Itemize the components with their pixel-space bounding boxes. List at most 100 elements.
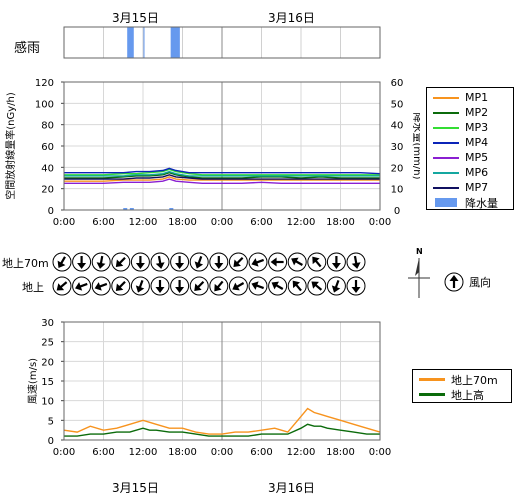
x-tick-label: 12:00 (287, 217, 316, 228)
arrow-head (175, 263, 185, 269)
arrow-head (77, 263, 87, 269)
x-tick-label: 12:00 (129, 217, 158, 228)
wind-arrow-icon (268, 252, 288, 272)
y-tick-label: 60 (41, 142, 54, 153)
wind-arrow (311, 281, 323, 291)
series-line-MP5 (64, 178, 380, 185)
wind-arrow (56, 281, 68, 291)
wind-arrow-icon (170, 252, 190, 272)
legend-label: MP7 (465, 181, 489, 194)
y-axis-label: 風速(m/s) (27, 358, 39, 404)
x-tick-label: 6:00 (250, 447, 272, 458)
wind-arrow (270, 257, 284, 267)
wind-arrow-icon (268, 276, 288, 296)
legend-item: MP2 (427, 105, 513, 120)
wind-arrow (135, 256, 145, 269)
y2-tick-label: 60 (391, 78, 404, 89)
wind-arrow (312, 256, 322, 268)
dose-legend: MP1 MP2 MP3 MP4 MP5 MP6 MP7 降水量 (426, 87, 514, 210)
arrow-head (291, 257, 299, 266)
arrow-head (232, 282, 240, 291)
arrow-head (351, 287, 361, 293)
arrow-head (331, 263, 341, 269)
wind-direction-rows (52, 252, 366, 296)
arrow-head (155, 287, 165, 293)
wind-arrow (155, 280, 165, 293)
arrow-head (194, 261, 204, 269)
y-tick-label: 100 (35, 99, 54, 110)
wind-arrow (351, 280, 361, 293)
wind-arrow-icon (346, 276, 366, 296)
date-label: 3月15日 (112, 481, 159, 495)
legend-line-swatch (433, 111, 459, 114)
panel-frame (63, 26, 381, 59)
legend-label: 降水量 (465, 196, 498, 210)
north-indicator: N (408, 247, 430, 298)
x-tick-label: 12:00 (129, 447, 158, 458)
arrow-shaft (98, 282, 108, 288)
y2-tick-label: 50 (391, 99, 404, 110)
wind-arrow-icon (228, 276, 248, 296)
arrow-shaft (255, 284, 265, 290)
arrow-head (312, 256, 320, 265)
arrow-head (311, 281, 319, 289)
x-tick-label: 12:00 (287, 447, 316, 458)
legend-label: 地上70m (451, 373, 498, 387)
plot-frame (63, 321, 381, 441)
x-tick-label: 18:00 (326, 217, 355, 228)
wind-arrow-icon (111, 252, 131, 272)
series-line-MP4 (64, 167, 381, 175)
wind-arrow (115, 280, 126, 291)
arrow-head (57, 260, 66, 269)
legend-label: MP2 (465, 106, 489, 119)
y-tick-label: 0 (48, 206, 54, 217)
legend-label: MP6 (465, 166, 489, 179)
wind-arrow (194, 255, 204, 269)
arrow-head (331, 285, 341, 293)
legend-item: MP6 (427, 165, 513, 180)
y-tick-label: 15 (41, 377, 54, 388)
rain-bar (129, 208, 134, 210)
dir-row-label-upper: 地上70m (2, 257, 49, 270)
y-tick-label: 0 (48, 436, 54, 447)
legend-line-swatch (433, 126, 459, 129)
arrow-head (271, 281, 279, 290)
wind-arrow-icon (72, 252, 92, 272)
wind-arrow (292, 280, 302, 292)
arrow-shaft (60, 256, 66, 265)
arrow-head (270, 257, 277, 267)
x-tick-label: 0:00 (211, 217, 233, 228)
series-line-MP2 (64, 171, 380, 179)
north-label: N (416, 247, 423, 256)
arrow-shaft (353, 255, 358, 265)
arrow-head (56, 283, 65, 291)
wind-arrow-icon (52, 276, 72, 296)
x-tick-label: 18:00 (168, 447, 197, 458)
wind-arrow-icon (130, 252, 150, 272)
arrow-head (135, 263, 145, 269)
wind-arrow-icon (209, 276, 229, 296)
arrow-head (214, 283, 222, 292)
y-tick-label: 20 (41, 357, 54, 368)
x-tick-label: 0:00 (369, 217, 391, 228)
legend-line-swatch (433, 141, 459, 144)
wind-arrow-icon (287, 276, 307, 296)
legend-bar-swatch (435, 198, 457, 207)
wind-arrow (331, 256, 341, 269)
legend-item: 降水量 (427, 195, 513, 210)
arrow-head (351, 262, 361, 269)
wind-arrow (155, 255, 165, 269)
y2-tick-label: 40 (391, 121, 404, 132)
wind-arrow (135, 279, 145, 293)
y2-tick-label: 20 (391, 163, 404, 174)
wind-arrow (175, 280, 185, 293)
arrow-shaft (334, 279, 340, 289)
date-label: 3月15日 (112, 11, 159, 25)
wind-arrow (291, 257, 303, 266)
wind-arrow (271, 281, 284, 290)
series-line-地上高 (64, 423, 380, 437)
arrow-shaft (197, 280, 205, 289)
arrow-shaft (216, 280, 224, 289)
series-line-MP3 (64, 168, 380, 176)
rain-bar (123, 208, 128, 210)
